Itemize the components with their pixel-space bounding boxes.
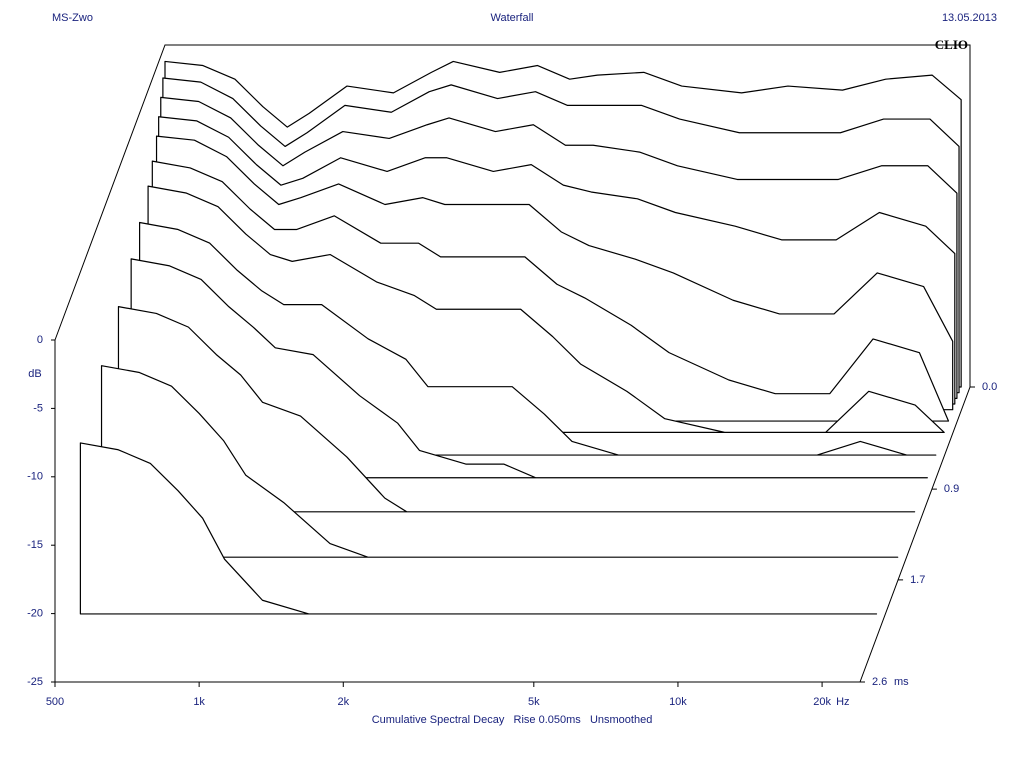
x-unit: Hz xyxy=(836,696,849,708)
slices xyxy=(79,60,962,615)
x-tick-label: 1k xyxy=(193,696,205,708)
x-tick-label: 500 xyxy=(46,696,64,708)
date: 13.05.2013 xyxy=(942,12,997,24)
z-tick-label: 0.0 xyxy=(982,381,997,393)
z-tick-label: 0.9 xyxy=(944,483,959,495)
z-tick-label: 1.7 xyxy=(910,574,925,586)
decay-slice xyxy=(79,442,878,615)
z-tick-label: 2.6 xyxy=(872,676,887,688)
left-header: MS-Zwo xyxy=(52,12,93,24)
chart-title: Waterfall xyxy=(491,12,534,24)
brand: CLIO xyxy=(935,37,968,52)
z-unit: ms xyxy=(894,676,909,688)
decay-slice xyxy=(130,258,928,479)
x-tick-label: 2k xyxy=(337,696,349,708)
x-tick-label: 20k xyxy=(813,696,831,708)
decay-slice xyxy=(117,306,916,513)
footer: Cumulative Spectral Decay Rise 0.050ms U… xyxy=(372,714,653,726)
y-tick-label: -25 xyxy=(27,676,43,688)
y-tick-label: -20 xyxy=(27,608,43,620)
x-tick-label: 10k xyxy=(669,696,687,708)
y-tick-label: -15 xyxy=(27,539,43,551)
y-axis-label: dB xyxy=(28,368,41,380)
x-tick-label: 5k xyxy=(528,696,540,708)
y-tick-label: -5 xyxy=(33,402,43,414)
y-tick-label: -10 xyxy=(27,471,43,483)
y-tick-label: 0 xyxy=(37,334,43,346)
